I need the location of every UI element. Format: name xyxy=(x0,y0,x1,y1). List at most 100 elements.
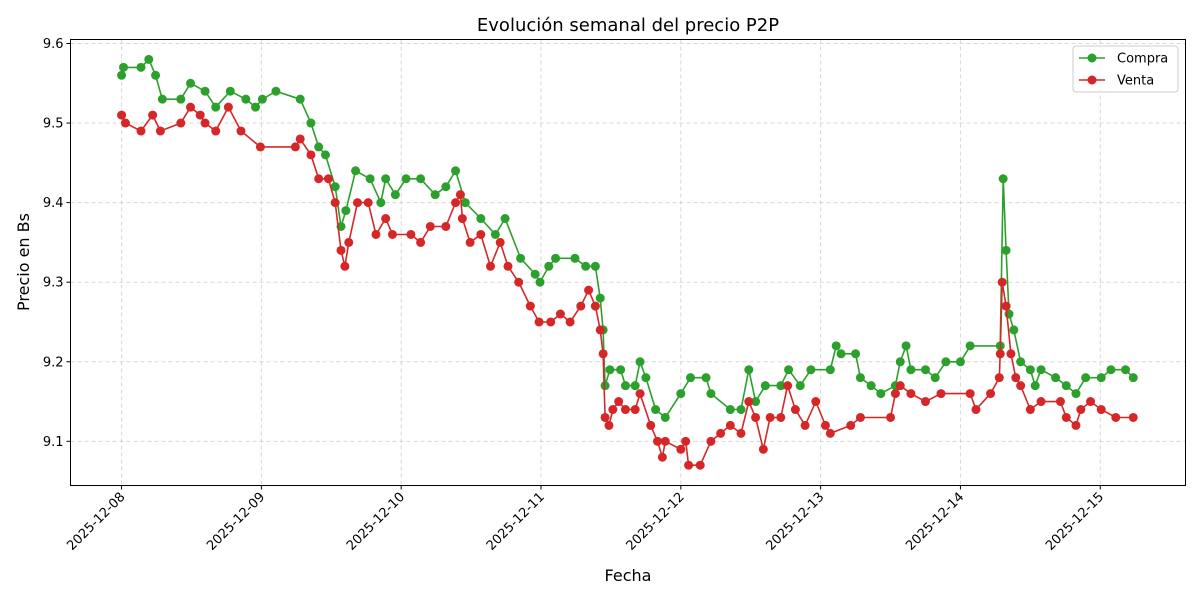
y-tick-label: 9.2 xyxy=(43,355,64,370)
data-point xyxy=(117,110,127,120)
data-point xyxy=(686,373,696,383)
data-point xyxy=(460,198,470,208)
data-point xyxy=(608,405,618,415)
y-tick-label: 9.5 xyxy=(43,117,64,132)
data-point xyxy=(595,293,605,303)
data-point xyxy=(795,381,805,391)
data-point xyxy=(836,349,846,359)
data-point xyxy=(503,261,513,271)
data-point xyxy=(451,166,461,176)
data-point xyxy=(176,118,186,128)
data-point xyxy=(955,357,965,367)
data-point xyxy=(555,309,565,319)
data-point xyxy=(616,365,626,375)
data-point xyxy=(851,349,861,359)
data-point xyxy=(776,412,786,422)
data-point xyxy=(371,229,381,239)
x-tick-label: 2025-12-08 xyxy=(64,490,128,554)
data-point xyxy=(295,134,305,144)
data-point xyxy=(565,317,575,327)
data-point xyxy=(600,381,610,391)
data-point xyxy=(1071,420,1081,430)
data-point xyxy=(195,110,205,120)
data-point xyxy=(651,405,661,415)
grid xyxy=(70,39,1186,486)
data-point xyxy=(340,261,350,271)
data-point xyxy=(684,460,694,470)
data-point xyxy=(725,405,735,415)
data-point xyxy=(783,381,793,391)
data-point xyxy=(136,126,146,136)
data-point xyxy=(1061,412,1071,422)
data-point xyxy=(695,460,705,470)
data-point xyxy=(211,102,221,112)
data-point xyxy=(236,126,246,136)
x-tick-label: 2025-12-13 xyxy=(763,490,827,554)
data-point xyxy=(323,174,333,184)
data-point xyxy=(855,373,865,383)
data-point xyxy=(500,214,510,224)
data-point xyxy=(551,253,561,263)
data-point xyxy=(381,214,391,224)
data-point xyxy=(920,397,930,407)
data-point xyxy=(455,190,465,200)
data-point xyxy=(1106,365,1116,375)
data-point xyxy=(306,118,316,128)
data-point xyxy=(381,174,391,184)
data-point xyxy=(441,182,451,192)
data-point xyxy=(998,174,1008,184)
y-axis: 9.1 9.2 9.3 9.4 9.5 9.6 xyxy=(43,37,71,450)
plot-frame xyxy=(70,39,1186,486)
data-point xyxy=(457,214,467,224)
data-point xyxy=(886,412,896,422)
chart-title: Evolución semanal del precio P2P xyxy=(477,15,779,36)
y-axis-label: Precio en Bs xyxy=(14,213,33,311)
data-point xyxy=(965,341,975,351)
data-point xyxy=(1025,405,1035,415)
data-point xyxy=(1009,325,1019,335)
data-point xyxy=(295,94,305,104)
data-point xyxy=(1016,357,1026,367)
data-point xyxy=(641,373,651,383)
data-point xyxy=(784,365,794,375)
data-point xyxy=(660,412,670,422)
data-point xyxy=(271,86,281,96)
data-point xyxy=(997,277,1007,287)
y-tick-label: 9.4 xyxy=(43,196,64,211)
data-point xyxy=(831,341,841,351)
data-point xyxy=(941,357,951,367)
data-point xyxy=(965,389,975,399)
data-point xyxy=(725,420,735,430)
data-point xyxy=(760,381,770,391)
data-point xyxy=(986,389,996,399)
data-point xyxy=(895,357,905,367)
data-point xyxy=(744,365,754,375)
data-point xyxy=(200,86,210,96)
data-point xyxy=(1036,397,1046,407)
data-point xyxy=(751,397,761,407)
data-point xyxy=(1061,381,1071,391)
data-point xyxy=(341,206,351,216)
data-point xyxy=(376,198,386,208)
data-point xyxy=(186,78,196,88)
x-tick-label: 2025-12-15 xyxy=(1043,490,1107,554)
x-tick-label: 2025-12-10 xyxy=(344,490,408,554)
data-point xyxy=(155,126,165,136)
data-point xyxy=(614,397,624,407)
x-tick-label: 2025-12-11 xyxy=(484,490,548,554)
data-point xyxy=(676,389,686,399)
data-point xyxy=(590,301,600,311)
data-point xyxy=(290,142,300,152)
data-point xyxy=(1001,301,1011,311)
data-point xyxy=(895,381,905,391)
data-point xyxy=(635,389,645,399)
data-point xyxy=(604,420,614,430)
data-point xyxy=(598,349,608,359)
data-point xyxy=(630,405,640,415)
data-point xyxy=(936,389,946,399)
data-point xyxy=(406,229,416,239)
data-point xyxy=(890,389,900,399)
data-point xyxy=(117,70,127,80)
data-point xyxy=(211,126,221,136)
data-point xyxy=(486,261,496,271)
